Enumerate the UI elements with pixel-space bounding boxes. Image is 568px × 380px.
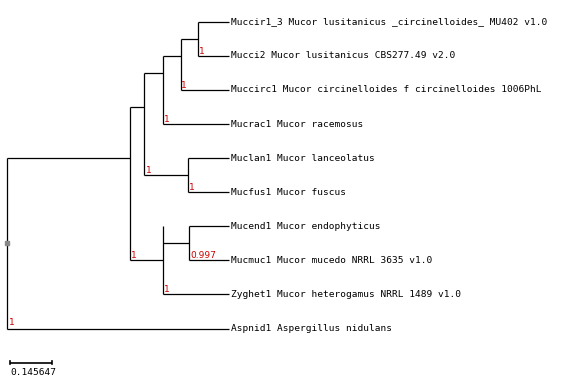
Text: 1: 1 <box>164 115 170 124</box>
Text: Mucrac1 Mucor racemosus: Mucrac1 Mucor racemosus <box>231 120 363 128</box>
Text: Mucfus1 Mucor fuscus: Mucfus1 Mucor fuscus <box>231 188 346 197</box>
Text: 1: 1 <box>131 252 137 260</box>
Text: Aspnid1 Aspergillus nidulans: Aspnid1 Aspergillus nidulans <box>231 324 392 333</box>
Text: 1: 1 <box>181 81 187 90</box>
Text: 1: 1 <box>199 47 204 56</box>
Text: 1: 1 <box>164 285 170 294</box>
Text: Muccirc1 Mucor circinelloides f circinelloides 1006PhL: Muccirc1 Mucor circinelloides f circinel… <box>231 86 541 95</box>
Text: Muccir1_3 Mucor lusitanicus _circinelloides_ MU402 v1.0: Muccir1_3 Mucor lusitanicus _circinelloi… <box>231 17 547 26</box>
Text: Mucmuc1 Mucor mucedo NRRL 3635 v1.0: Mucmuc1 Mucor mucedo NRRL 3635 v1.0 <box>231 256 432 265</box>
Text: 1: 1 <box>145 166 151 175</box>
Text: 1: 1 <box>9 318 14 327</box>
Text: 0.145647: 0.145647 <box>10 368 56 377</box>
Text: 0.997: 0.997 <box>190 252 216 260</box>
Text: Mucci2 Mucor lusitanicus CBS277.49 v2.0: Mucci2 Mucor lusitanicus CBS277.49 v2.0 <box>231 51 455 60</box>
Text: Zyghet1 Mucor heterogamus NRRL 1489 v1.0: Zyghet1 Mucor heterogamus NRRL 1489 v1.0 <box>231 290 461 299</box>
Text: Mucend1 Mucor endophyticus: Mucend1 Mucor endophyticus <box>231 222 381 231</box>
Text: 1: 1 <box>189 183 194 192</box>
Text: Muclan1 Mucor lanceolatus: Muclan1 Mucor lanceolatus <box>231 154 375 163</box>
